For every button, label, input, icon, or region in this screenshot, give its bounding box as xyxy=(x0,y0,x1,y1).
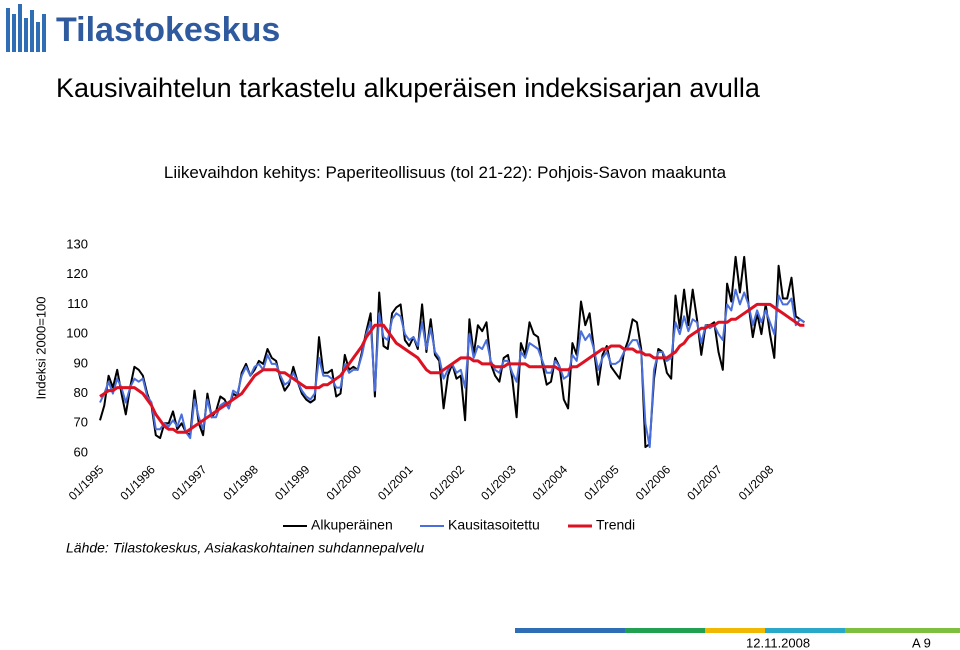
x-tick-label: 01/2000 xyxy=(323,462,364,503)
x-tick-label: 01/1999 xyxy=(272,462,313,503)
logo-text: Tilastokeskus xyxy=(56,11,280,49)
x-tick-label: 01/2002 xyxy=(427,462,468,503)
x-tick-label: 01/2004 xyxy=(530,462,571,503)
x-tick-label: 01/1996 xyxy=(117,462,158,503)
series-line xyxy=(99,288,805,449)
series-line xyxy=(99,302,805,434)
x-tick-label: 01/1997 xyxy=(169,462,210,503)
y-tick-label: 70 xyxy=(74,415,88,430)
heading: Kausivaihtelun tarkastelu alkuperäisen i… xyxy=(56,73,761,103)
x-tick-label: 01/2008 xyxy=(736,462,777,503)
x-tick-label: 01/2005 xyxy=(581,462,622,503)
logo-icon xyxy=(6,4,46,52)
chart-title: Liikevaihdon kehitys: Paperiteollisuus (… xyxy=(163,163,727,182)
y-tick-label: 110 xyxy=(67,296,88,311)
y-tick-label: 120 xyxy=(66,266,88,281)
x-tick-label: 01/1995 xyxy=(66,462,107,503)
footer-date: 12.11.2008 xyxy=(746,635,810,650)
source: Lähde: Tilastokeskus, Asiakaskohtainen s… xyxy=(66,540,424,556)
x-tick-label: 01/1998 xyxy=(220,462,261,503)
y-tick-label: 100 xyxy=(66,326,88,341)
y-tick-label: 60 xyxy=(74,444,88,459)
y-tick-label: 90 xyxy=(74,355,88,370)
legend-label: Trendi xyxy=(596,517,635,533)
x-tick-label: 01/2001 xyxy=(375,462,416,503)
x-tick-label: 01/2007 xyxy=(684,462,725,503)
x-tick-label: 01/2003 xyxy=(478,462,519,503)
footer-stripe xyxy=(515,628,960,633)
y-tick-label: 80 xyxy=(74,385,88,400)
x-tick-label: 01/2006 xyxy=(633,462,674,503)
footer-page: A 9 xyxy=(912,635,931,650)
legend-label: Kausitasoitettu xyxy=(448,517,540,533)
legend-label: Alkuperäinen xyxy=(311,517,393,533)
y-axis-label: Indeksi 2000=100 xyxy=(33,296,48,399)
y-tick-label: 130 xyxy=(66,236,88,251)
